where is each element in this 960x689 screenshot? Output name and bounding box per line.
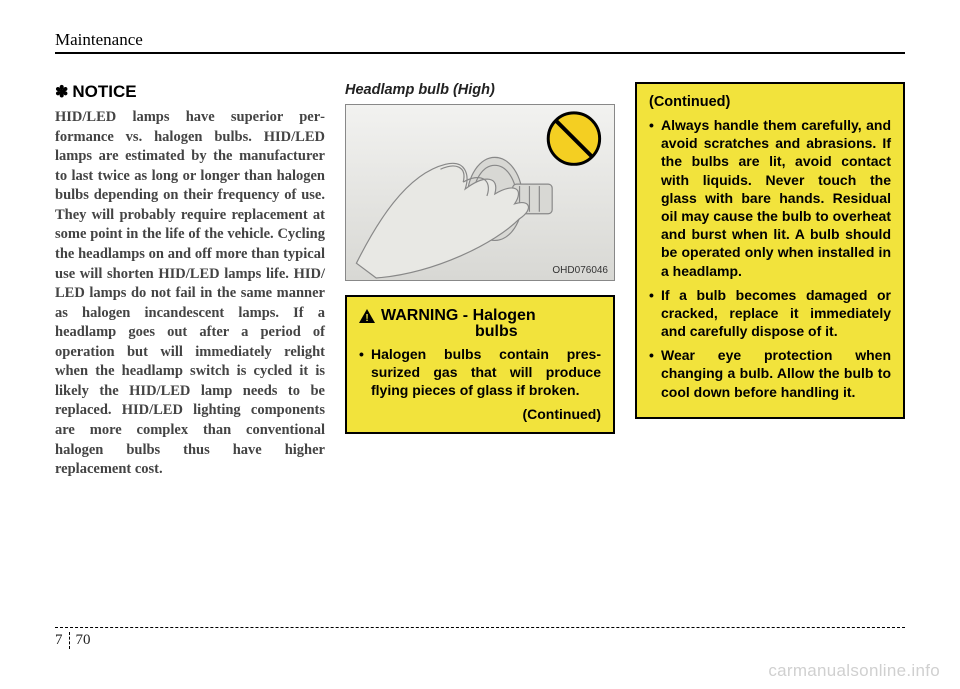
page-footer: 7 70: [55, 627, 905, 649]
content-columns: ✽NOTICE HID/LED lamps have superior per­…: [55, 82, 905, 480]
column-image-warning: Headlamp bulb (High): [345, 82, 615, 480]
notice-body: HID/LED lamps have superior per­formance…: [55, 108, 325, 480]
image-code: OHD076046: [552, 265, 608, 276]
svg-text:!: !: [365, 313, 368, 323]
continued-body: Always handle them carefully, and avoid …: [649, 116, 891, 401]
notice-heading: ✽NOTICE: [55, 82, 325, 102]
warning-topic-line2: bulbs: [359, 323, 601, 341]
warning-continued: (Continued): [359, 406, 601, 422]
warning-item: Halogen bulbs contain pres­surized gas t…: [359, 345, 601, 400]
warning-box: ! WARNING - Halogen bulbs Halogen bulbs …: [345, 295, 615, 434]
warning-triangle-icon: !: [359, 309, 375, 323]
warning-body: Halogen bulbs contain pres­surized gas t…: [359, 345, 601, 400]
watermark: carmanualsonline.info: [768, 661, 940, 681]
warning-label: WARNING: [381, 307, 458, 324]
page-header: Maintenance: [55, 30, 905, 54]
continued-item: Wear eye protection when changing a bulb…: [649, 346, 891, 401]
header-title: Maintenance: [55, 30, 143, 49]
page-number: 70: [70, 632, 91, 649]
continued-box: (Continued) Always handle them carefully…: [635, 82, 905, 419]
warning-topic: Halogen: [473, 307, 536, 324]
chapter-number: 7: [55, 632, 70, 649]
column-continued: (Continued) Always handle them carefully…: [635, 82, 905, 480]
continued-heading: (Continued): [649, 94, 891, 110]
continued-item: Always handle them carefully, and avoid …: [649, 116, 891, 280]
notice-label: NOTICE: [72, 82, 136, 101]
image-caption: Headlamp bulb (High): [345, 82, 615, 98]
headlamp-image: OHD076046: [345, 104, 615, 281]
notice-star-icon: ✽: [55, 84, 68, 101]
continued-item: If a bulb becomes damaged or cracked, re…: [649, 286, 891, 341]
warning-sep: -: [463, 307, 473, 324]
column-notice: ✽NOTICE HID/LED lamps have superior per­…: [55, 82, 325, 480]
